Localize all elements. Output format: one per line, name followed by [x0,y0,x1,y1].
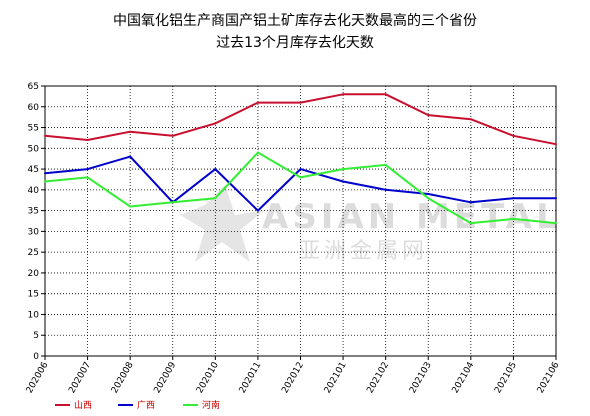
data-point [469,201,472,204]
data-point [214,122,217,125]
data-point [44,172,46,175]
y-tick-label: 15 [28,290,39,300]
chart-title-line1: 中国氧化铝生产商国产铝土矿库存去化天数最高的三个省份 [113,13,477,29]
data-point [129,205,132,208]
data-point [44,134,46,137]
legend-label: 河南 [202,399,220,411]
legend-label: 山西 [74,400,92,411]
chart-title-line2: 过去13个月库存去化天数 [216,35,374,51]
x-tick-label: 202011 [238,361,264,396]
data-point [427,114,430,117]
data-point [512,197,515,200]
watermark-logo-icon [180,185,265,262]
watermark-text: ASIAN METAL [262,197,562,237]
x-tick-label: 202008 [110,360,136,395]
y-tick-label: 55 [28,124,39,134]
data-point [384,163,387,166]
data-point [86,139,89,141]
y-tick-label: 0 [33,352,39,362]
data-point [384,93,387,96]
watermark-subtext: 亚洲金属网 [298,239,428,264]
data-point [171,201,174,204]
legend-item: 山西 [55,400,92,411]
x-tick-label: 202006 [25,360,51,395]
data-point [256,101,259,104]
x-tick-label: 202106 [536,360,562,395]
y-tick-label: 20 [28,269,40,279]
x-tick-label: 202103 [408,361,434,396]
legend-item: 河南 [183,399,220,411]
data-point [342,180,345,183]
y-tick-label: 65 [28,82,39,92]
watermark: ASIAN METAL 亚洲金属网 [180,185,562,264]
x-tick-label: 202104 [451,360,477,395]
data-point [299,168,302,171]
data-point [44,180,46,183]
data-point [86,168,89,171]
y-tick-label: 25 [28,248,39,258]
data-point [256,151,259,154]
x-axis: 202006 202007 202008 202009 202010 202011 2020… [25,356,562,395]
data-point [299,101,302,104]
y-tick-label: 60 [28,103,40,113]
data-point [427,193,430,195]
data-point [555,143,557,146]
data-point [342,93,345,96]
data-point [555,197,557,200]
legend-label: 广西 [137,399,155,411]
data-point [86,176,89,179]
legend-item: 广西 [118,399,155,411]
x-tick-label: 202105 [493,361,519,396]
data-point [469,222,472,225]
x-tick-label: 202012 [280,361,306,396]
y-tick-label: 10 [28,310,40,320]
data-point [129,130,132,133]
data-point [129,155,132,158]
data-point [214,197,217,200]
data-point [384,188,387,191]
y-tick-label: 30 [28,227,40,237]
data-point [214,168,217,171]
series-layer [44,93,557,225]
x-tick-label: 202007 [67,361,93,396]
y-tick-label: 50 [28,144,40,154]
x-tick-label: 202010 [195,360,221,395]
y-tick-label: 45 [28,165,39,175]
y-tick-label: 40 [28,186,40,196]
y-tick-label: 35 [28,207,39,217]
chart-title: 中国氧化铝生产商国产铝土矿库存去化天数最高的三个省份 过去13个月库存去化天数 [0,10,590,54]
data-point [299,176,302,179]
x-tick-label: 202009 [153,360,179,395]
x-tick-label: 202101 [323,361,349,396]
y-axis: 0 5 10 15 20 25 30 35 40 45 50 55 60 65 [28,82,45,362]
data-point [171,134,174,137]
data-point [512,134,515,137]
y-tick-label: 5 [33,331,39,341]
data-point [256,209,259,212]
data-point [469,118,472,121]
data-point [555,222,557,225]
data-point [342,168,345,171]
data-point [427,197,430,200]
x-tick-label: 202102 [365,361,391,396]
data-point [512,217,515,220]
legend: 山西 广西 河南 [55,399,220,411]
